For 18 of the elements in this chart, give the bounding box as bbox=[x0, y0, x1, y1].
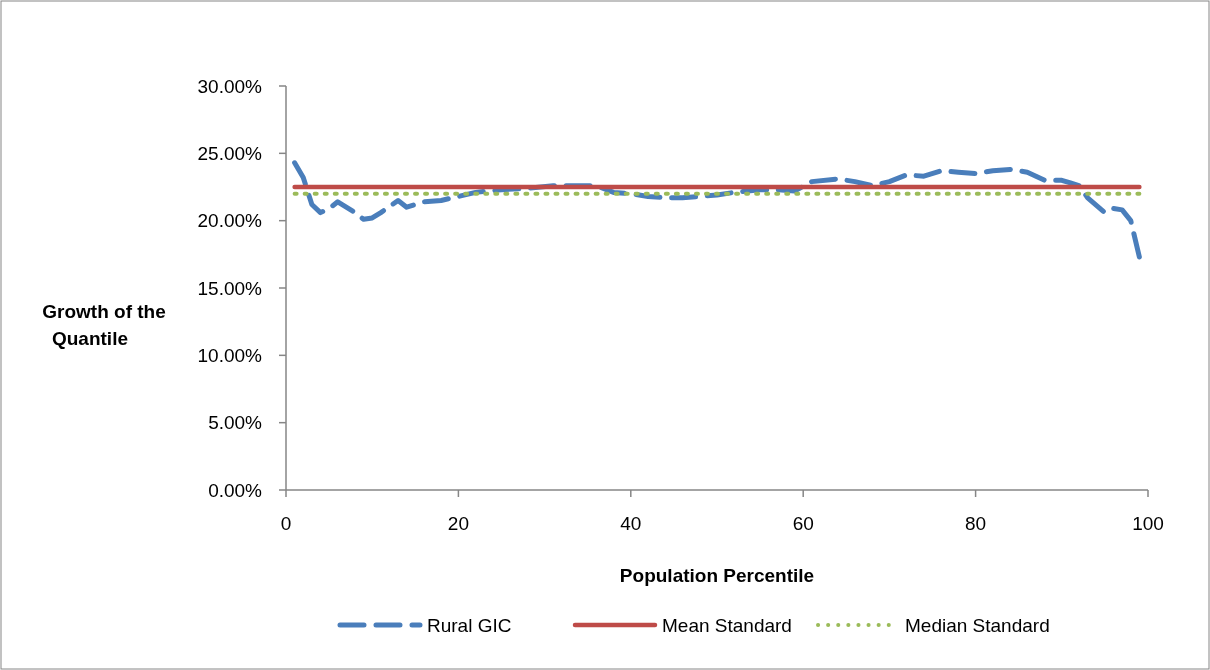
x-tick-label: 80 bbox=[965, 513, 987, 534]
legend-label: Median Standard bbox=[905, 614, 1050, 636]
x-tick-label: 40 bbox=[620, 513, 642, 534]
x-tick-label: 0 bbox=[280, 513, 292, 534]
y-axis-title: Growth of the Quantile bbox=[42, 301, 166, 349]
x-axis-title: Population Percentile bbox=[619, 565, 815, 586]
x-tick-label: 60 bbox=[792, 513, 814, 534]
y-tick-label: 20.00% bbox=[197, 210, 263, 232]
y-tick-label: 15.00% bbox=[197, 277, 263, 299]
y-tick-label: 10.00% bbox=[197, 344, 263, 366]
y-tick-label: 25.00% bbox=[197, 142, 263, 164]
y-tick-label: 30.00% bbox=[197, 75, 263, 97]
legend-label: Rural GIC bbox=[427, 614, 512, 636]
x-tick-label: 100 bbox=[1132, 513, 1164, 534]
y-tick-label: 0.00% bbox=[208, 479, 263, 501]
legend-label: Mean Standard bbox=[662, 614, 792, 636]
y-tick-label: 5.00% bbox=[208, 412, 263, 434]
x-tick-label: 20 bbox=[447, 513, 469, 534]
